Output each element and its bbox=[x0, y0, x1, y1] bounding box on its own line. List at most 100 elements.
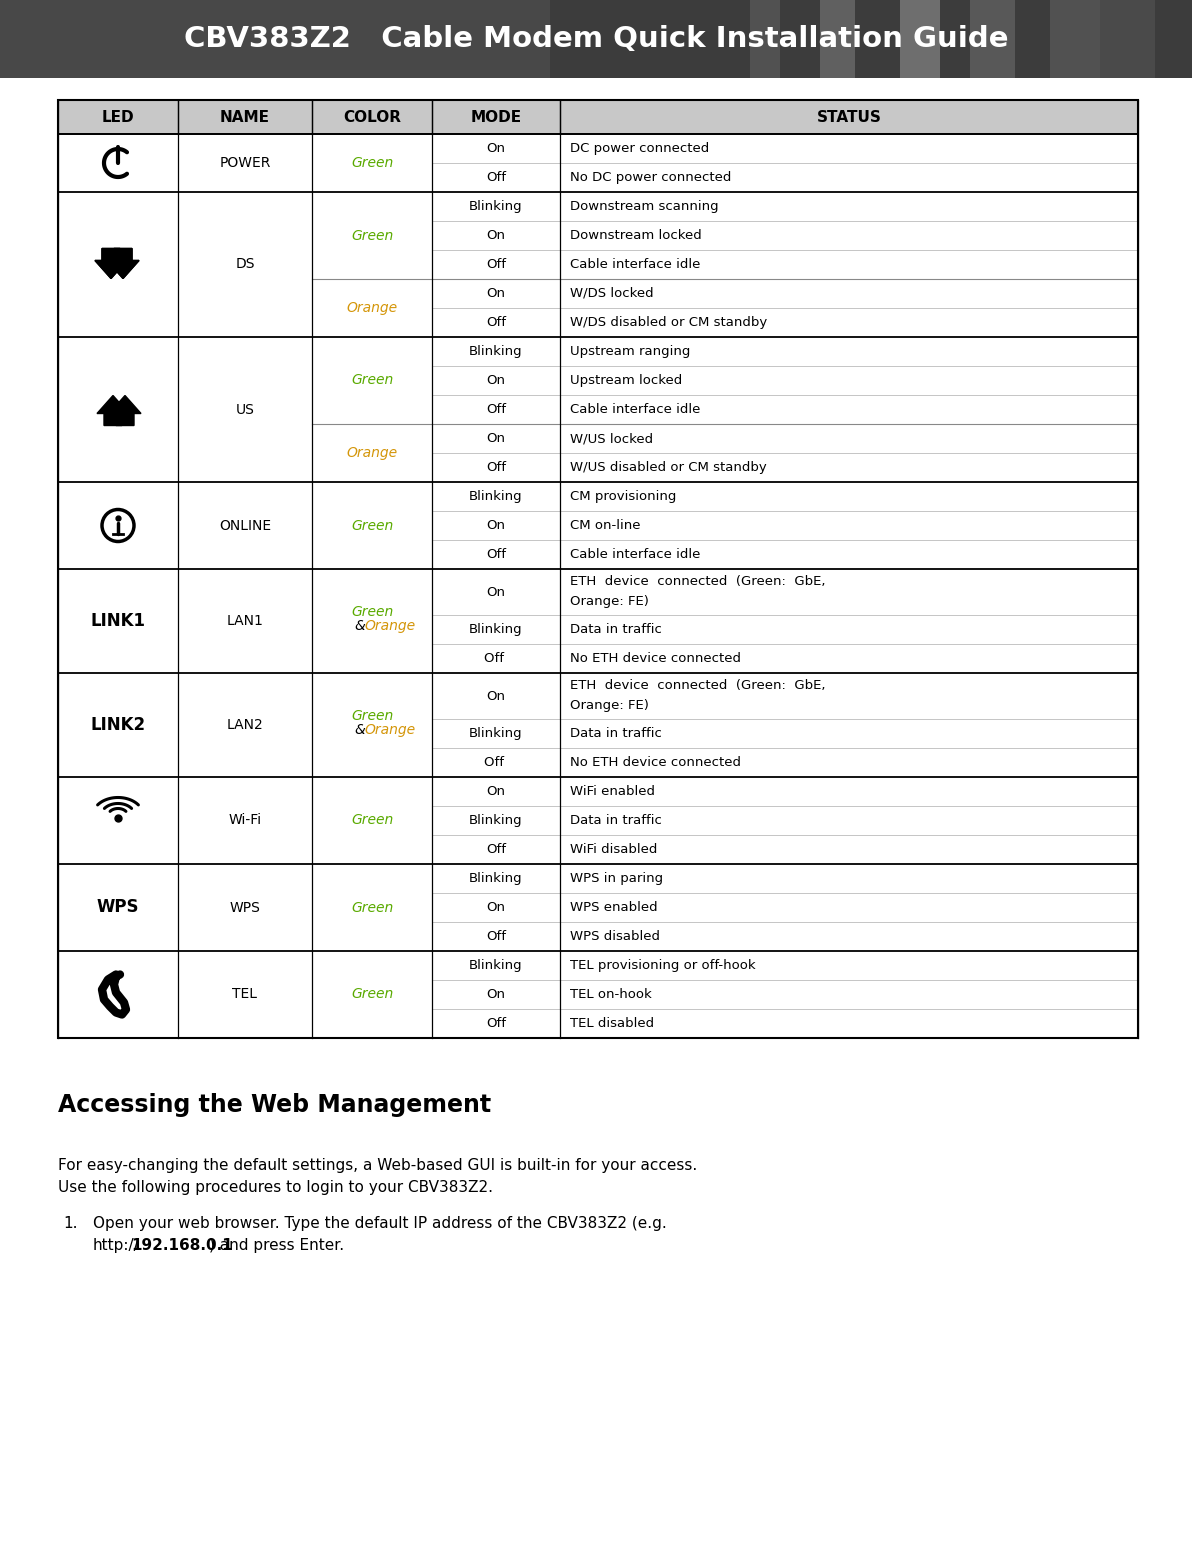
Bar bbox=[58, 100, 1138, 1038]
Text: Off: Off bbox=[484, 652, 508, 665]
Text: Data in traffic: Data in traffic bbox=[570, 814, 662, 827]
Text: Orange: FE): Orange: FE) bbox=[570, 700, 648, 712]
Polygon shape bbox=[107, 248, 139, 279]
Bar bbox=[58, 100, 1138, 134]
Text: WPS enabled: WPS enabled bbox=[570, 901, 658, 914]
Text: Upstream locked: Upstream locked bbox=[570, 375, 682, 387]
Text: On: On bbox=[486, 901, 505, 914]
Text: LAN1: LAN1 bbox=[226, 614, 263, 628]
Text: TEL disabled: TEL disabled bbox=[570, 1018, 654, 1030]
Text: WPS: WPS bbox=[97, 899, 139, 916]
Text: Blinking: Blinking bbox=[470, 726, 523, 740]
Bar bbox=[970, 0, 1016, 79]
Text: Off: Off bbox=[486, 402, 505, 416]
Bar bbox=[750, 0, 780, 79]
Text: LED: LED bbox=[101, 109, 135, 125]
Text: Green: Green bbox=[350, 228, 393, 242]
Bar bbox=[58, 569, 1138, 672]
Text: On: On bbox=[486, 432, 505, 446]
Bar bbox=[0, 0, 1192, 79]
Bar bbox=[58, 777, 1138, 864]
Text: No ETH device connected: No ETH device connected bbox=[570, 652, 741, 665]
Text: W/US locked: W/US locked bbox=[570, 432, 653, 446]
Polygon shape bbox=[95, 248, 128, 279]
Text: Green: Green bbox=[350, 604, 393, 618]
Text: Data in traffic: Data in traffic bbox=[570, 623, 662, 635]
Text: Blinking: Blinking bbox=[470, 623, 523, 635]
Text: Off: Off bbox=[486, 843, 505, 856]
Text: WPS: WPS bbox=[230, 901, 260, 914]
Text: Off: Off bbox=[484, 756, 508, 769]
Text: ETH  device  connected  (Green:  GbE,: ETH device connected (Green: GbE, bbox=[570, 680, 826, 692]
Text: On: On bbox=[486, 689, 505, 703]
Text: CBV383Z2   Cable Modem Quick Installation Guide: CBV383Z2 Cable Modem Quick Installation … bbox=[184, 25, 1008, 52]
Text: NAME: NAME bbox=[221, 109, 271, 125]
Polygon shape bbox=[97, 395, 129, 426]
Text: COLOR: COLOR bbox=[343, 109, 401, 125]
Polygon shape bbox=[107, 248, 139, 279]
Bar bbox=[0, 0, 550, 79]
Text: Green: Green bbox=[350, 709, 393, 723]
Text: Cable interface idle: Cable interface idle bbox=[570, 547, 701, 561]
Text: Off: Off bbox=[486, 547, 505, 561]
Text: Cable interface idle: Cable interface idle bbox=[570, 402, 701, 416]
Bar bbox=[58, 864, 1138, 951]
Text: For easy-changing the default settings, a Web-based GUI is built-in for your acc: For easy-changing the default settings, … bbox=[58, 1158, 697, 1173]
Text: 1.: 1. bbox=[63, 1217, 77, 1231]
Text: On: On bbox=[486, 230, 505, 242]
Text: LAN2: LAN2 bbox=[226, 719, 263, 732]
Text: Use the following procedures to login to your CBV383Z2.: Use the following procedures to login to… bbox=[58, 1180, 493, 1195]
Text: Cable interface idle: Cable interface idle bbox=[570, 258, 701, 271]
Text: On: On bbox=[486, 988, 505, 1001]
Text: CM on-line: CM on-line bbox=[570, 520, 640, 532]
Text: Off: Off bbox=[486, 258, 505, 271]
Bar bbox=[58, 134, 1138, 193]
Polygon shape bbox=[95, 248, 128, 279]
Bar bbox=[58, 672, 1138, 777]
Text: MODE: MODE bbox=[471, 109, 522, 125]
Text: WiFi disabled: WiFi disabled bbox=[570, 843, 657, 856]
Text: &: & bbox=[354, 618, 365, 634]
Polygon shape bbox=[108, 395, 141, 426]
Text: Green: Green bbox=[350, 156, 393, 170]
Text: TEL on-hook: TEL on-hook bbox=[570, 988, 652, 1001]
Bar bbox=[58, 193, 1138, 338]
Text: Downstream scanning: Downstream scanning bbox=[570, 200, 719, 213]
Text: ONLINE: ONLINE bbox=[219, 518, 271, 532]
Text: LINK1: LINK1 bbox=[91, 612, 145, 631]
Text: Green: Green bbox=[350, 518, 393, 532]
Bar bbox=[58, 951, 1138, 1038]
Text: Wi-Fi: Wi-Fi bbox=[229, 814, 261, 828]
Text: STATUS: STATUS bbox=[817, 109, 881, 125]
Text: Blinking: Blinking bbox=[470, 490, 523, 503]
Text: On: On bbox=[486, 287, 505, 301]
Text: 192.168.0.1: 192.168.0.1 bbox=[131, 1238, 232, 1254]
Text: Blinking: Blinking bbox=[470, 200, 523, 213]
Text: Upstream ranging: Upstream ranging bbox=[570, 345, 690, 358]
Text: POWER: POWER bbox=[219, 156, 271, 170]
Bar bbox=[58, 100, 1138, 134]
Text: Accessing the Web Management: Accessing the Web Management bbox=[58, 1093, 491, 1116]
Text: US: US bbox=[236, 402, 254, 416]
Text: Green: Green bbox=[350, 814, 393, 828]
Bar bbox=[58, 338, 1138, 483]
Text: WPS in paring: WPS in paring bbox=[570, 871, 663, 885]
Bar bbox=[1050, 0, 1100, 79]
Bar bbox=[58, 483, 1138, 569]
Text: On: On bbox=[486, 375, 505, 387]
Text: Data in traffic: Data in traffic bbox=[570, 726, 662, 740]
Text: Blinking: Blinking bbox=[470, 345, 523, 358]
Text: Green: Green bbox=[350, 373, 393, 387]
Text: No DC power connected: No DC power connected bbox=[570, 171, 732, 183]
Text: W/US disabled or CM standby: W/US disabled or CM standby bbox=[570, 461, 766, 473]
Text: Blinking: Blinking bbox=[470, 871, 523, 885]
Bar bbox=[1100, 0, 1155, 79]
Text: CM provisioning: CM provisioning bbox=[570, 490, 676, 503]
Text: W/DS locked: W/DS locked bbox=[570, 287, 653, 301]
Text: Blinking: Blinking bbox=[470, 959, 523, 971]
Text: Green: Green bbox=[350, 901, 393, 914]
Text: Orange: Orange bbox=[364, 723, 415, 737]
Text: ) and press Enter.: ) and press Enter. bbox=[209, 1238, 344, 1254]
Text: Orange: FE): Orange: FE) bbox=[570, 595, 648, 609]
Text: TEL: TEL bbox=[232, 987, 257, 1001]
